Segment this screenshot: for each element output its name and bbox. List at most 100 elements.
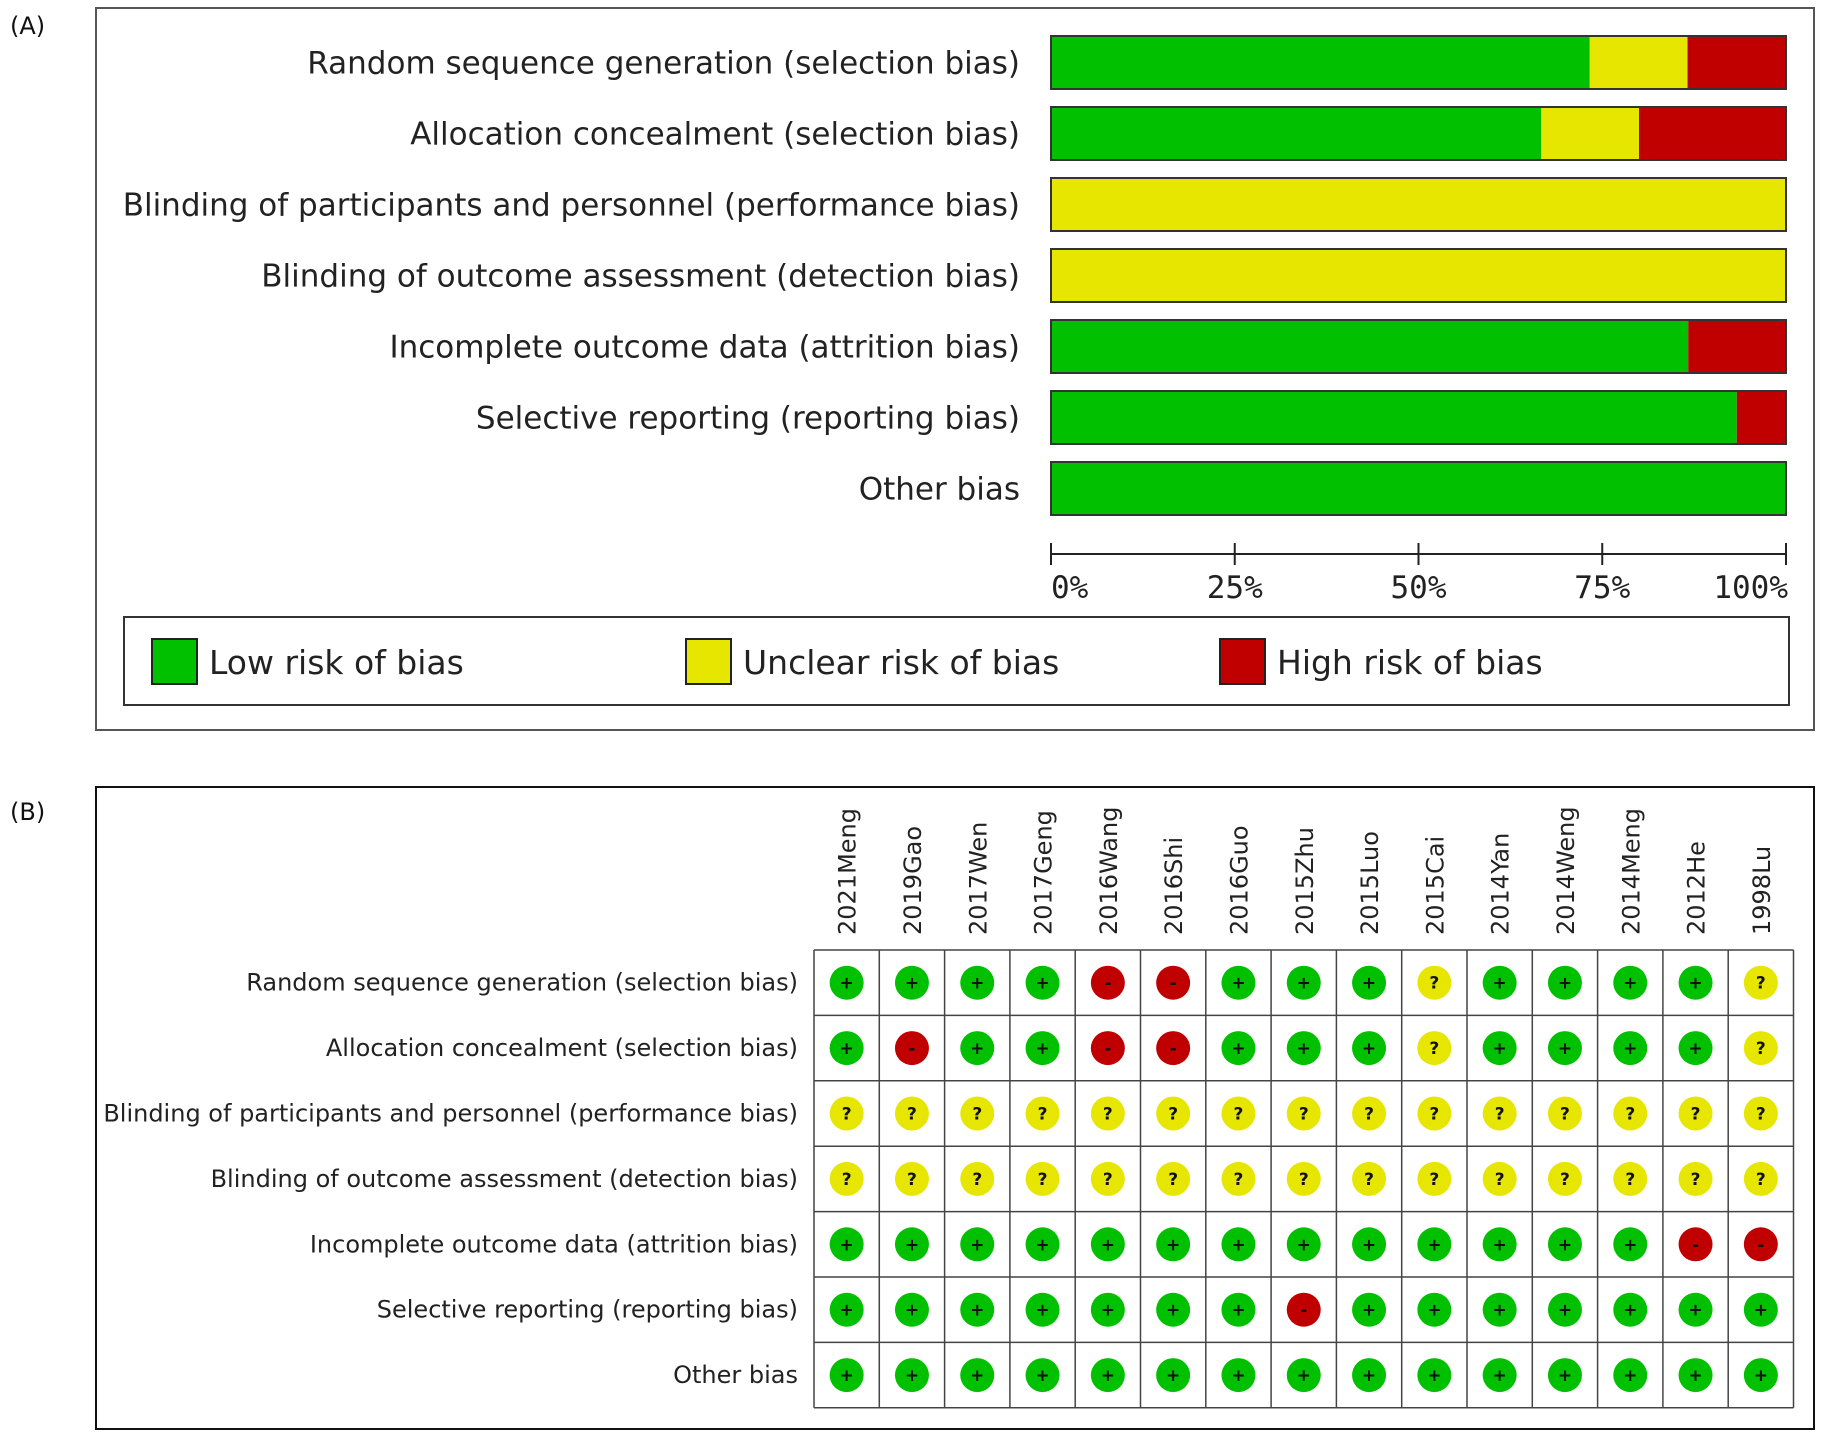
study-label: 2012He xyxy=(1683,841,1711,935)
judgement-circle xyxy=(1547,1358,1582,1393)
judgement-symbol: + xyxy=(970,974,984,994)
judgement-circle xyxy=(894,1292,929,1327)
judgement-circle xyxy=(960,965,995,1000)
judgement-circle xyxy=(1286,965,1321,1000)
study-label: 2016Guo xyxy=(1225,825,1253,935)
judgement-cell: ? xyxy=(1221,1096,1256,1131)
legend: Low risk of bias Unclear risk of bias High… xyxy=(151,638,1543,685)
judgement-circle xyxy=(1547,965,1582,1000)
judgement-symbol: + xyxy=(1427,1235,1441,1255)
judgement-cell: ? xyxy=(1417,1031,1452,1066)
bar-segment xyxy=(1051,462,1786,515)
bar-segment xyxy=(1688,320,1786,373)
judgement-circle xyxy=(829,1292,864,1327)
judgement-cell: ? xyxy=(1286,1096,1321,1131)
bar-segment xyxy=(1687,36,1786,89)
judgement-symbol: + xyxy=(1297,974,1311,994)
judgement-circle xyxy=(1482,1096,1517,1131)
bar-outline xyxy=(1050,390,1787,445)
judgement-cell: + xyxy=(1286,965,1321,1000)
judgement-cell: + xyxy=(1613,965,1648,1000)
judgement-cell: + xyxy=(829,1031,864,1066)
judgement-cell: ? xyxy=(1221,1161,1256,1196)
judgement-symbol: + xyxy=(1035,974,1049,994)
judgement-cell: - xyxy=(1286,1292,1321,1327)
judgement-symbol: - xyxy=(908,1039,915,1059)
judgement-circle xyxy=(894,1358,929,1393)
judgement-symbol: + xyxy=(840,1039,854,1059)
judgement-cell: + xyxy=(1482,1031,1517,1066)
judgement-circle xyxy=(1417,965,1452,1000)
judgement-circle xyxy=(1286,1292,1321,1327)
judgement-circle xyxy=(1547,1031,1582,1066)
judgement-cell: + xyxy=(1090,1227,1125,1262)
legend-label: Unclear risk of bias xyxy=(743,643,1059,682)
judgement-cell: ? xyxy=(1547,1161,1582,1196)
judgement-symbol: + xyxy=(905,1366,919,1386)
judgement-circle xyxy=(1613,1227,1648,1262)
judgement-cell: ? xyxy=(894,1096,929,1131)
judgement-symbol: ? xyxy=(1691,1170,1701,1190)
judgement-symbol: + xyxy=(1231,1235,1245,1255)
bar-segment xyxy=(1051,391,1737,444)
judgement-circle xyxy=(1743,965,1778,1000)
judgement-circle xyxy=(1286,1096,1321,1131)
judgement-symbol: ? xyxy=(842,1105,852,1125)
judgement-symbol: + xyxy=(1101,1235,1115,1255)
judgement-symbol: + xyxy=(1362,1366,1376,1386)
judgement-circle xyxy=(1743,1161,1778,1196)
judgement-cell: + xyxy=(1286,1227,1321,1262)
judgement-symbol: ? xyxy=(1756,1105,1766,1125)
judgement-circle xyxy=(1613,1358,1648,1393)
study-label: 2016Shi xyxy=(1160,837,1188,935)
judgement-symbol: - xyxy=(1170,1039,1177,1059)
judgement-cell: + xyxy=(1613,1227,1648,1262)
bar-segment xyxy=(1639,107,1786,160)
bar-chart-area: Random sequence generation (selection bi… xyxy=(123,35,1787,516)
judgement-cell: ? xyxy=(1678,1161,1713,1196)
judgement-symbol: ? xyxy=(1429,1039,1439,1059)
judgement-circle xyxy=(1417,1096,1452,1131)
judgement-symbol: - xyxy=(1104,974,1111,994)
judgement-circle xyxy=(1286,1227,1321,1262)
judgement-cell: ? xyxy=(1156,1161,1191,1196)
judgement-circle xyxy=(1613,1161,1648,1196)
bar-outline xyxy=(1050,461,1787,516)
judgement-cell: ? xyxy=(1417,1161,1452,1196)
judgement-cell: + xyxy=(1678,1358,1713,1393)
judgement-cell: + xyxy=(960,1292,995,1327)
judgement-symbol: ? xyxy=(1234,1170,1244,1190)
judgement-symbol: ? xyxy=(1560,1105,1570,1125)
judgement-cell: + xyxy=(829,1358,864,1393)
judgement-symbol: ? xyxy=(1103,1105,1113,1125)
judgement-cell: + xyxy=(1743,1358,1778,1393)
judgement-circle xyxy=(829,1031,864,1066)
judgement-circle xyxy=(1352,965,1387,1000)
judgement-cell: - xyxy=(1743,1227,1778,1262)
judgement-cell: + xyxy=(1090,1292,1125,1327)
judgement-cell: + xyxy=(1221,1358,1256,1393)
judgement-cell: + xyxy=(1352,965,1387,1000)
judgement-cell: + xyxy=(1221,1227,1256,1262)
study-label: 2016Wang xyxy=(1095,807,1123,935)
judgement-cell: + xyxy=(1547,1292,1582,1327)
judgement-cell: + xyxy=(1352,1358,1387,1393)
judgement-circle xyxy=(829,965,864,1000)
judgement-cell: + xyxy=(1221,1292,1256,1327)
judgement-circle xyxy=(1025,965,1060,1000)
judgement-cell: + xyxy=(829,1227,864,1262)
judgement-circle xyxy=(1156,1096,1191,1131)
judgement-circle xyxy=(1743,1227,1778,1262)
judgement-symbol: + xyxy=(1623,1366,1637,1386)
judgement-circle xyxy=(1743,1292,1778,1327)
judgement-cell: + xyxy=(1678,1292,1713,1327)
judgement-circle xyxy=(1221,1031,1256,1066)
judgement-circle xyxy=(1743,1358,1778,1393)
judgement-cell: + xyxy=(1547,1031,1582,1066)
judgement-symbol: + xyxy=(970,1301,984,1321)
study-label: 2014Yan xyxy=(1487,833,1515,935)
judgement-cell: ? xyxy=(1547,1096,1582,1131)
judgement-symbol: + xyxy=(970,1366,984,1386)
judgement-symbol: + xyxy=(1493,1235,1507,1255)
judgement-cell: - xyxy=(1090,1031,1125,1066)
